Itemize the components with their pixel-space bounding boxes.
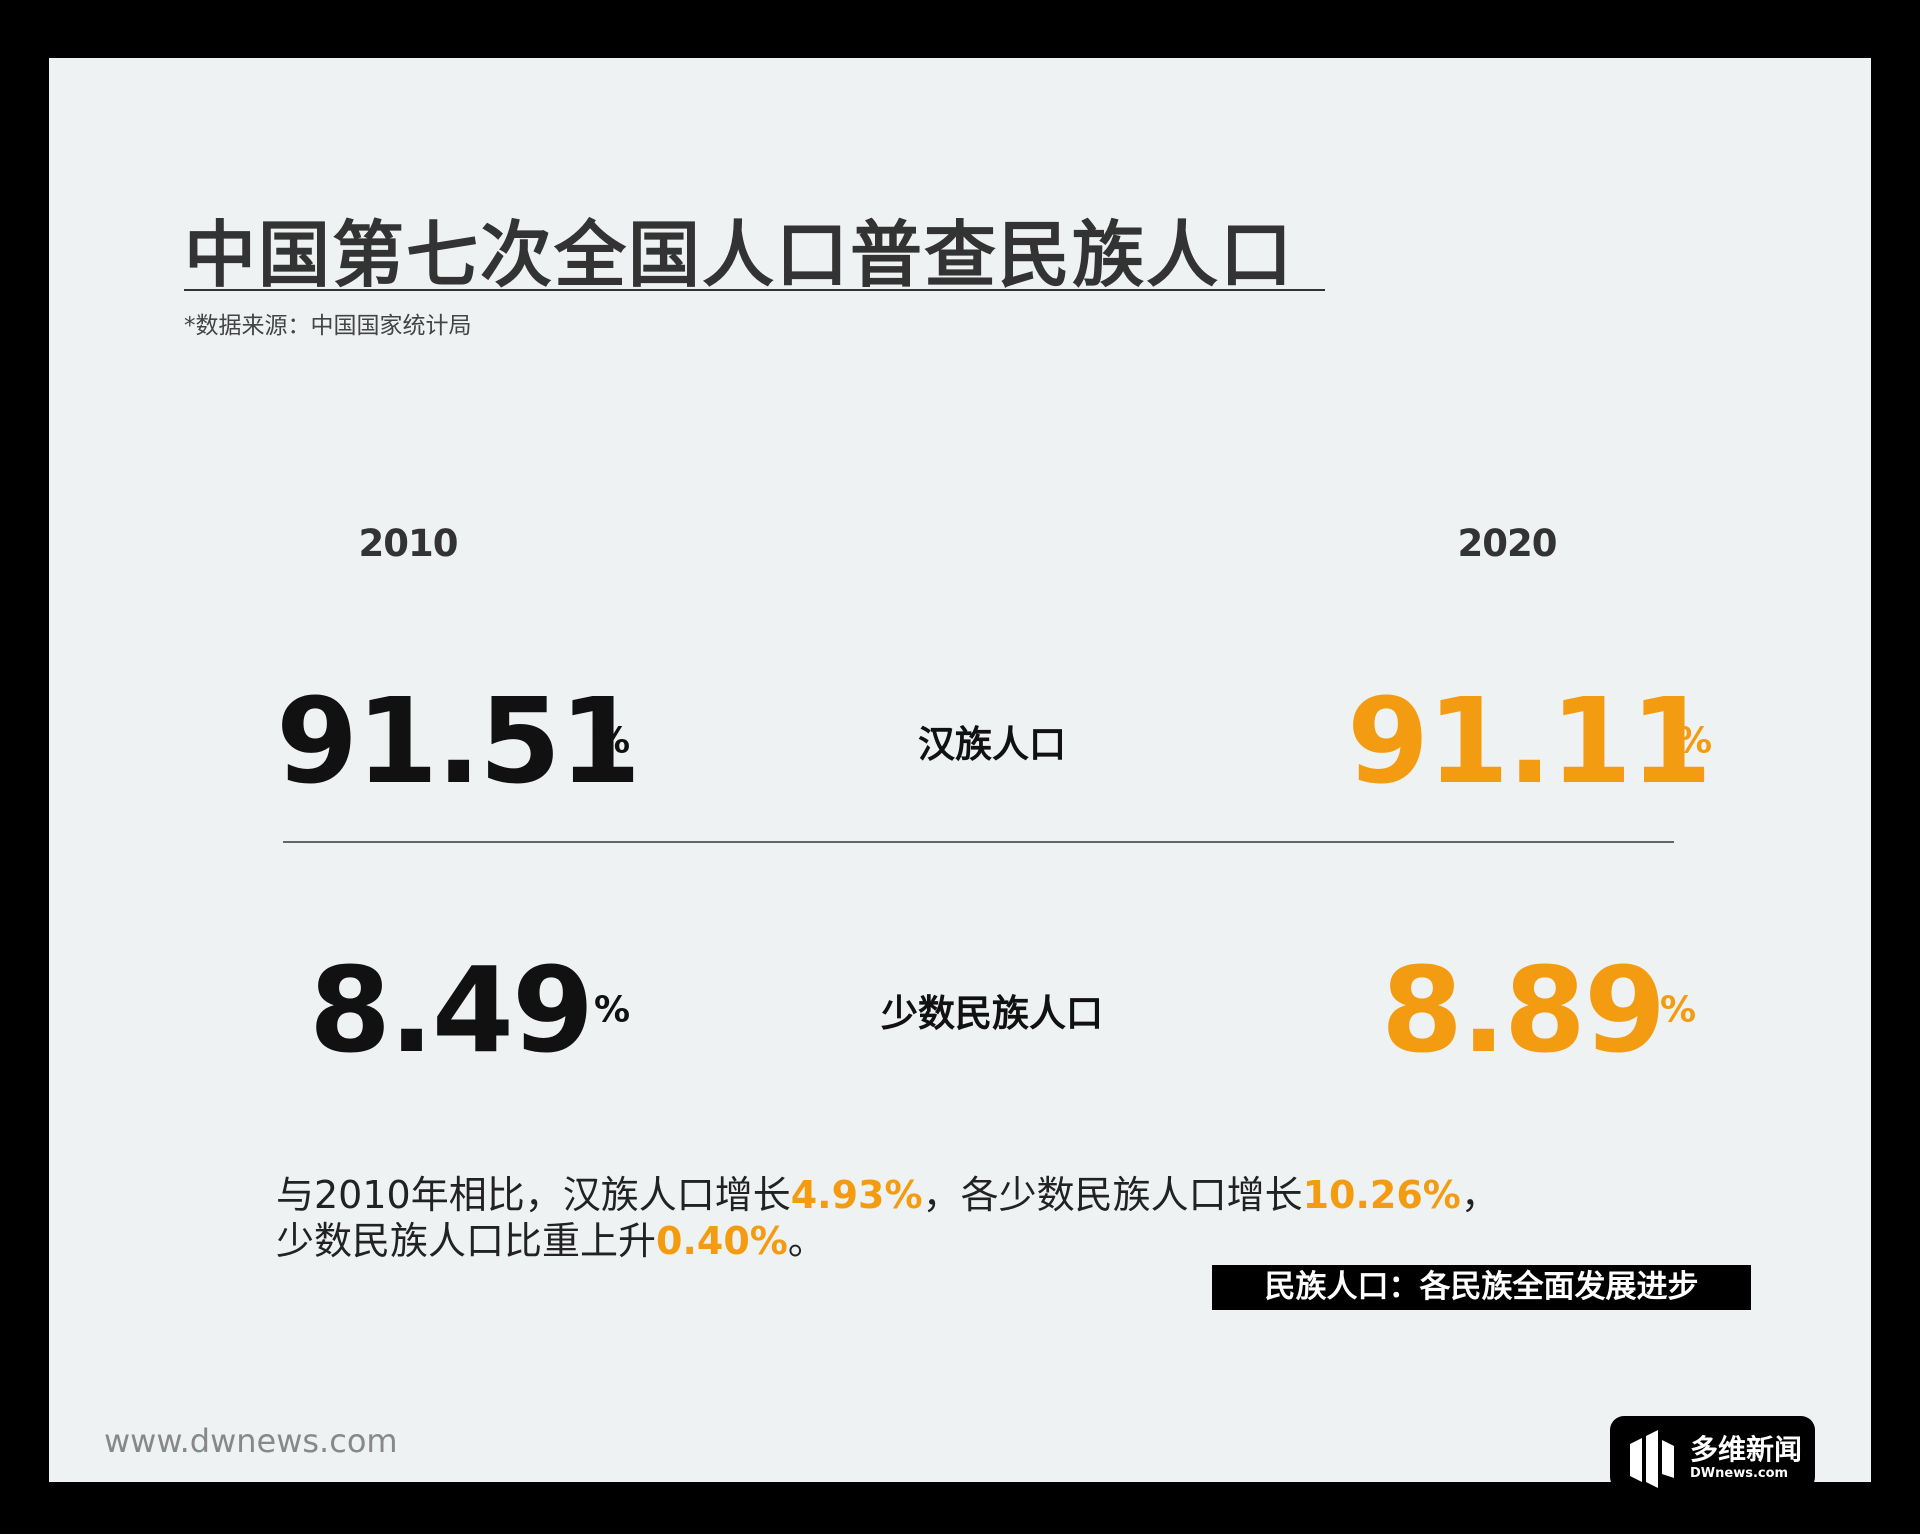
percent-sign: % <box>1676 720 1713 762</box>
note-line: 少数民族人口比重上升0.40%。 <box>276 1210 826 1265</box>
logo-icon <box>1630 1430 1674 1488</box>
row-label: 汉族人口 <box>918 723 1066 766</box>
year-label: 2020 <box>1457 522 1558 565</box>
note-text: 。 <box>787 1219 826 1263</box>
logo-domain: DWnews.com <box>1690 1466 1789 1481</box>
title: 中国第七次全国人口普查民族人口 <box>184 213 1295 297</box>
logo <box>1610 1416 1815 1491</box>
note-line: 与2010年相比，汉族人口增长4.93%，各少数民族人口增长10.26%， <box>276 1164 1499 1219</box>
note-text: 少数民族人口比重上升 <box>276 1219 657 1263</box>
row-label: 少数民族人口 <box>881 992 1103 1035</box>
year-label: 2010 <box>358 522 459 565</box>
tag: 民族人口：各民族全面发展进步 <box>1212 1265 1751 1310</box>
source: *数据来源：中国国家统计局 <box>184 313 472 339</box>
percentage-value: 8.49 <box>309 941 594 1079</box>
note-text: 与2010年相比，汉族人口增长 <box>276 1173 791 1217</box>
title-underline <box>184 289 1325 291</box>
panel <box>49 58 1871 1482</box>
site-url: www.dwnews.com <box>104 1422 398 1460</box>
percentage-value: 91.11 <box>1347 672 1712 810</box>
divider <box>283 841 1674 843</box>
percentage-value: 8.89 <box>1381 941 1666 1079</box>
percent-sign: % <box>594 720 631 762</box>
logo-name: 多维新闻 <box>1690 1433 1803 1466</box>
note-text: ，各少数民族人口增长 <box>922 1173 1303 1217</box>
percent-sign: % <box>594 989 631 1031</box>
percent-sign: % <box>1660 989 1697 1031</box>
note-highlight: 10.26% <box>1302 1173 1461 1217</box>
note-highlight: 0.40% <box>656 1219 788 1263</box>
note-highlight: 4.93% <box>790 1173 923 1217</box>
note-text: ， <box>1460 1173 1499 1217</box>
percentage-value: 91.51 <box>276 672 641 810</box>
